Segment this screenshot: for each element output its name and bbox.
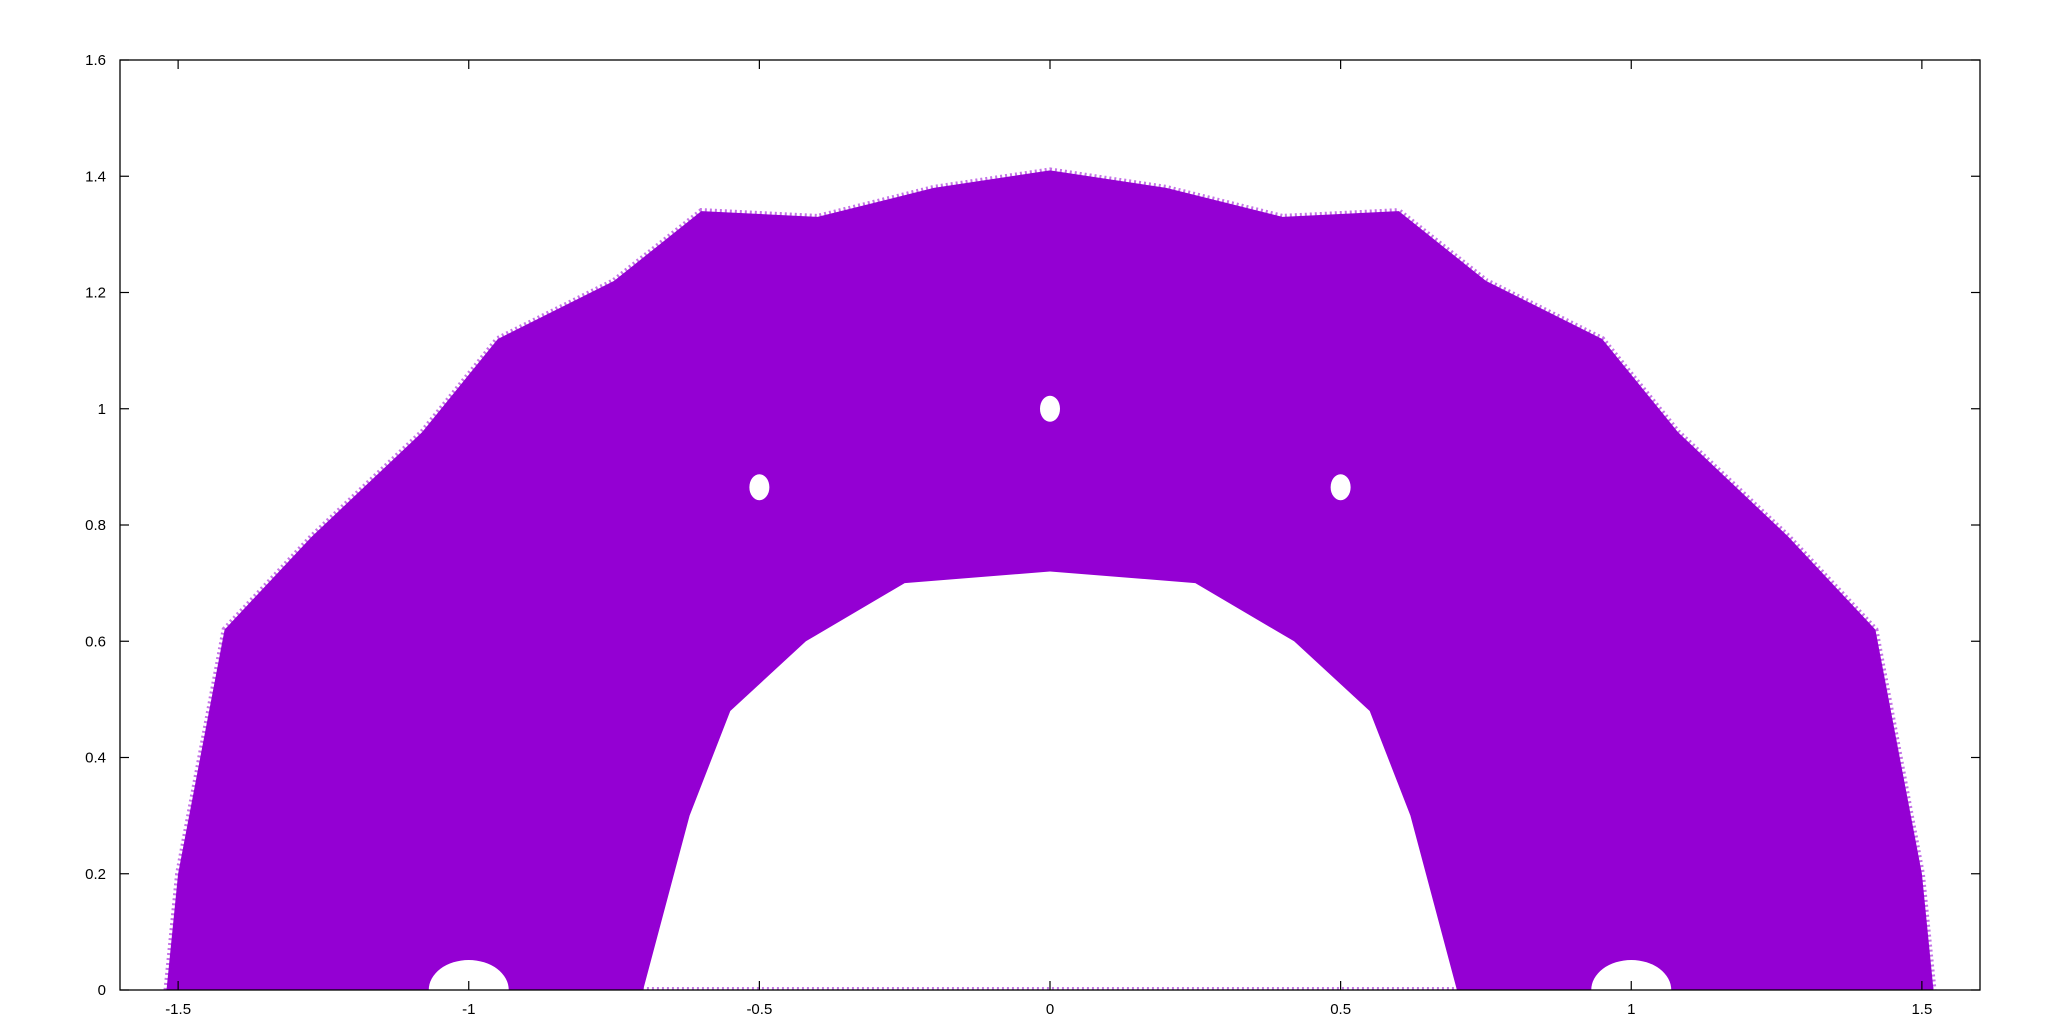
tick-labels: -1.5 -1 -0.5 0 0.5 1 1.5 0 0.2 0.4 0.6 0.8 1 1.2 1.4 1.…	[85, 52, 1932, 1018]
point-cloud	[163, 167, 1937, 990]
point-cloud-region	[166, 170, 1934, 990]
x-tick-label-0: -1.5	[165, 1001, 191, 1018]
y-tick-label-1: 0.2	[85, 866, 106, 883]
cloud-hole-1	[749, 474, 770, 501]
y-tick-label-4: 0.8	[85, 517, 106, 534]
plot-frame	[119, 59, 1981, 991]
x-tick-label-5: 1	[1627, 1001, 1635, 1018]
y-tick-label-2: 0.4	[85, 750, 106, 767]
cloud-hole-4	[1591, 960, 1672, 990]
x-tick-label-1: -1	[462, 1001, 475, 1018]
y-tick-label-7: 1.4	[85, 168, 106, 185]
y-tick-label-0: 0	[98, 982, 106, 999]
x-tick-label-4: 0.5	[1330, 1001, 1351, 1018]
point-cloud-fringe	[163, 167, 1937, 990]
x-tick-label-2: -0.5	[746, 1001, 772, 1018]
cloud-hole-2	[1330, 474, 1351, 501]
x-tick-label-3: 0	[1046, 1001, 1054, 1018]
y-tick-label-6: 1.2	[85, 285, 106, 302]
cloud-hole-3	[428, 960, 509, 990]
y-tick-label-5: 1	[98, 401, 106, 418]
y-tick-label-3: 0.6	[85, 633, 106, 650]
y-tick-label-8: 1.6	[85, 52, 106, 69]
cloud-holes	[428, 395, 1672, 990]
x-tick-label-6: 1.5	[1911, 1001, 1932, 1018]
cloud-hole-0	[1040, 395, 1060, 422]
